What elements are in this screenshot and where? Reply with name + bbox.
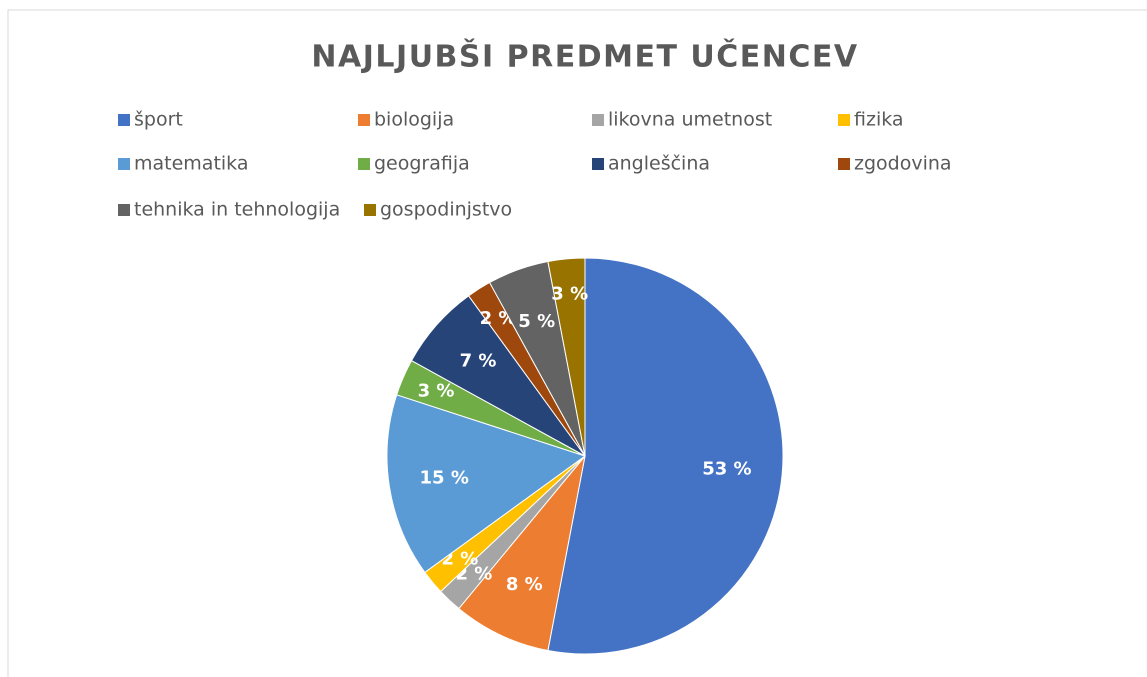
- data-label: 8 %: [506, 574, 543, 595]
- legend-label: matematika: [134, 153, 248, 175]
- legend-swatch: [838, 114, 850, 126]
- data-label: 5 %: [518, 311, 555, 332]
- legend-swatch: [364, 204, 376, 216]
- data-label: 15 %: [420, 467, 469, 488]
- legend-swatch: [838, 158, 850, 170]
- legend-swatch: [118, 114, 130, 126]
- legend-swatch: [358, 158, 370, 170]
- legend-label: šport: [134, 109, 183, 131]
- pie-slice: [458, 455, 586, 652]
- legend-label: angleščina: [608, 153, 710, 175]
- legend-label: gospodinjstvo: [380, 199, 512, 221]
- legend-swatch: [592, 158, 604, 170]
- legend-swatch: [118, 158, 130, 170]
- legend-label: fizika: [854, 109, 904, 131]
- legend-label: likovna umetnost: [608, 109, 772, 131]
- legend-swatch: [592, 114, 604, 126]
- chart-title: NAJLJUBŠI PREDMET UČENCEV: [311, 38, 858, 75]
- legend-swatch: [118, 204, 130, 216]
- data-label: 3 %: [551, 283, 588, 304]
- pie-slice: [547, 257, 586, 457]
- legend-label: tehnika in tehnologija: [134, 199, 340, 221]
- pie-slice: [386, 394, 587, 574]
- legend-label: geografija: [374, 153, 470, 175]
- pie-slice: [547, 257, 784, 655]
- data-label: 7 %: [460, 351, 497, 372]
- data-label: 3 %: [418, 381, 455, 402]
- legend-label: biologija: [374, 109, 454, 131]
- legend-label: zgodovina: [854, 153, 952, 175]
- legend-swatch: [358, 114, 370, 126]
- data-label: 53 %: [702, 458, 751, 479]
